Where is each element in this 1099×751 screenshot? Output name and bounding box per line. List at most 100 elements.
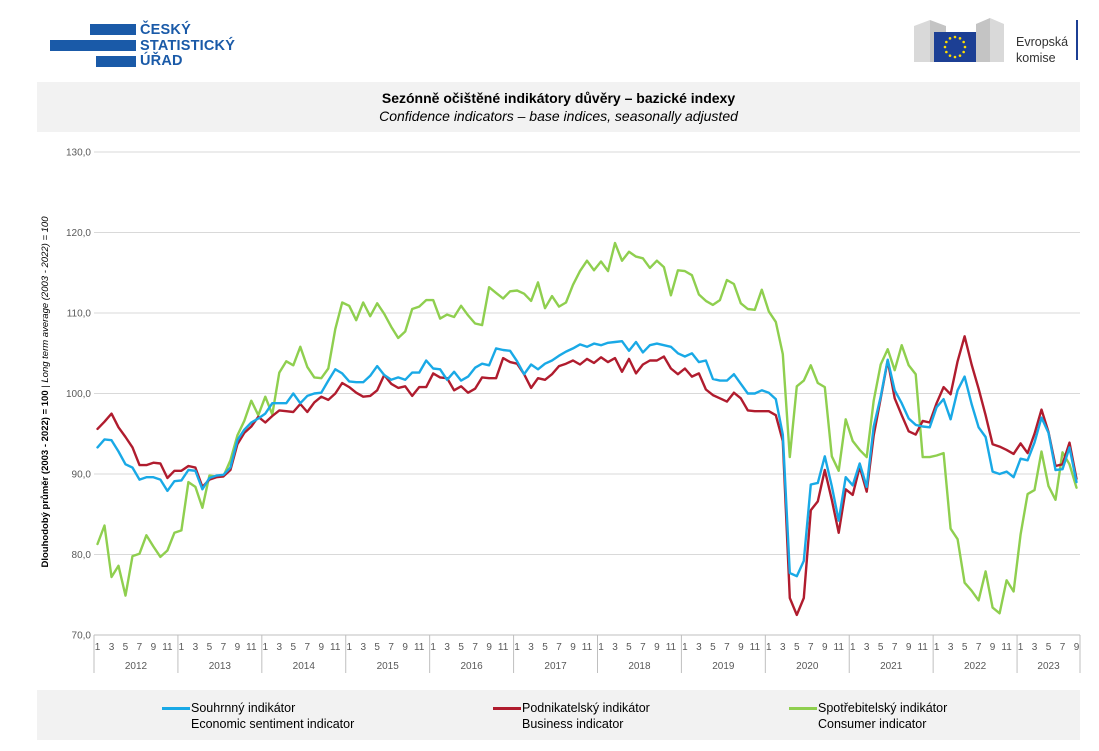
legend-swatch-business xyxy=(493,707,521,710)
y-tick-label: 110,0 xyxy=(67,309,92,320)
x-month-tick-label: 11 xyxy=(582,642,593,653)
x-year-label: 2019 xyxy=(712,661,735,672)
series-line-consumer xyxy=(96,241,1078,615)
x-month-tick-label: 11 xyxy=(414,642,425,653)
x-month-tick-label: 9 xyxy=(822,642,828,653)
x-month-tick-label: 5 xyxy=(291,642,297,653)
x-month-tick-label: 1 xyxy=(766,642,772,653)
x-year-label: 2022 xyxy=(964,661,987,672)
x-month-tick-label: 9 xyxy=(570,642,576,653)
x-month-tick-label: 9 xyxy=(151,642,157,653)
x-month-tick-label: 1 xyxy=(263,642,269,653)
legend-swatch-economic xyxy=(162,707,190,710)
y-tick-label: 70,0 xyxy=(72,631,92,642)
ec-divider xyxy=(1076,20,1078,60)
legend-label-business-cz: Podnikatelský indikátor xyxy=(522,701,650,715)
x-month-tick-label: 1 xyxy=(95,642,101,653)
x-month-tick-label: 5 xyxy=(458,642,464,653)
legend-swatch-consumer xyxy=(789,707,817,710)
x-month-tick-label: 11 xyxy=(162,642,173,653)
y-tick-label: 130,0 xyxy=(66,148,91,159)
x-month-tick-label: 3 xyxy=(780,642,786,653)
x-month-tick-label: 9 xyxy=(738,642,744,653)
x-month-tick-label: 7 xyxy=(808,642,814,653)
x-month-tick-label: 5 xyxy=(710,642,716,653)
european-commission-logo: Evropská komise xyxy=(910,14,1085,66)
czso-logo: ČESKÝ STATISTICKÝ ÚŘAD xyxy=(48,22,248,72)
x-month-tick-label: 7 xyxy=(640,642,646,653)
x-year-label: 2014 xyxy=(293,661,316,672)
x-year-label: 2013 xyxy=(209,661,232,672)
x-month-tick-label: 9 xyxy=(402,642,408,653)
chart-legend: Souhrnný indikátor Economic sentiment in… xyxy=(37,690,1080,740)
x-month-tick-label: 11 xyxy=(498,642,509,653)
x-month-tick-label: 11 xyxy=(330,642,341,653)
czso-logo-line-2: STATISTICKÝ xyxy=(140,37,236,54)
x-month-tick-label: 3 xyxy=(277,642,283,653)
ec-logo-text: Evropská komise xyxy=(1016,34,1068,66)
eu-star-icon xyxy=(962,40,965,44)
x-month-tick-label: 7 xyxy=(556,642,562,653)
x-month-tick-label: 1 xyxy=(934,642,940,653)
chart-series xyxy=(96,241,1078,617)
x-year-label: 2015 xyxy=(377,661,400,672)
series-line-business xyxy=(96,335,1078,617)
x-month-tick-label: 9 xyxy=(318,642,324,653)
x-month-tick-label: 3 xyxy=(193,642,199,653)
eu-star-icon xyxy=(948,54,952,57)
x-month-tick-label: 3 xyxy=(948,642,954,653)
y-axis-label-separator: | xyxy=(40,383,51,391)
x-month-tick-label: 7 xyxy=(305,642,311,653)
x-month-tick-label: 9 xyxy=(990,642,996,653)
eu-star-icon xyxy=(962,50,965,54)
czso-logo-line-3: ÚŘAD xyxy=(140,53,183,69)
x-month-tick-label: 3 xyxy=(528,642,534,653)
x-month-tick-label: 9 xyxy=(1074,642,1080,653)
x-month-tick-label: 7 xyxy=(388,642,394,653)
y-axis-label-main: Dlouhodobý průměr (2003 - 2022) = 100 xyxy=(40,390,51,567)
x-month-tick-label: 5 xyxy=(794,642,800,653)
x-month-tick-label: 9 xyxy=(654,642,660,653)
ec-logo-line-1: Evropská xyxy=(1016,35,1069,49)
ec-building-flag-icon xyxy=(914,18,1004,62)
eu-star-icon xyxy=(945,40,948,44)
chart-title: Sezónně očištěné indikátory důvěry – baz… xyxy=(381,90,736,106)
y-axis-label-english: Long term average (2003 - 2022) = 100 xyxy=(40,216,51,383)
x-month-tick-label: 1 xyxy=(179,642,185,653)
x-month-tick-label: 7 xyxy=(1060,642,1066,653)
x-month-tick-label: 11 xyxy=(246,642,257,653)
x-month-tick-label: 11 xyxy=(834,642,845,653)
x-year-label: 2017 xyxy=(544,661,567,672)
x-month-tick-label: 3 xyxy=(864,642,870,653)
x-month-tick-label: 1 xyxy=(346,642,352,653)
series-line-economic xyxy=(96,340,1078,578)
czso-logo-text: ČESKÝ STATISTICKÝ ÚŘAD xyxy=(140,22,236,70)
x-month-tick-label: 1 xyxy=(682,642,688,653)
x-month-tick-label: 11 xyxy=(1001,642,1012,653)
y-tick-label: 120,0 xyxy=(66,228,91,239)
eu-star-icon xyxy=(963,45,967,49)
x-month-tick-label: 7 xyxy=(137,642,143,653)
x-month-tick-label: 5 xyxy=(878,642,884,653)
x-month-tick-label: 3 xyxy=(360,642,366,653)
y-tick-label: 80,0 xyxy=(72,550,92,561)
eu-star-icon xyxy=(953,35,957,39)
chart-gridlines xyxy=(94,151,1080,636)
x-month-tick-label: 5 xyxy=(626,642,632,653)
x-month-tick-label: 5 xyxy=(542,642,548,653)
x-month-tick-label: 7 xyxy=(472,642,478,653)
eu-star-icon xyxy=(958,37,962,40)
czso-logo-bars xyxy=(50,24,136,67)
legend-label-economic-en: Economic sentiment indicator xyxy=(191,717,355,731)
legend-label-business-en: Business indicator xyxy=(522,717,624,731)
x-year-label: 2016 xyxy=(460,661,483,672)
x-month-tick-label: 11 xyxy=(666,642,677,653)
czso-logo-line-1: ČESKÝ xyxy=(140,22,191,38)
legend-label-consumer-en: Consumer indicator xyxy=(818,717,927,731)
x-month-tick-label: 1 xyxy=(850,642,856,653)
x-month-tick-label: 9 xyxy=(486,642,492,653)
eu-star-icon xyxy=(943,45,947,49)
x-month-tick-label: 5 xyxy=(962,642,968,653)
